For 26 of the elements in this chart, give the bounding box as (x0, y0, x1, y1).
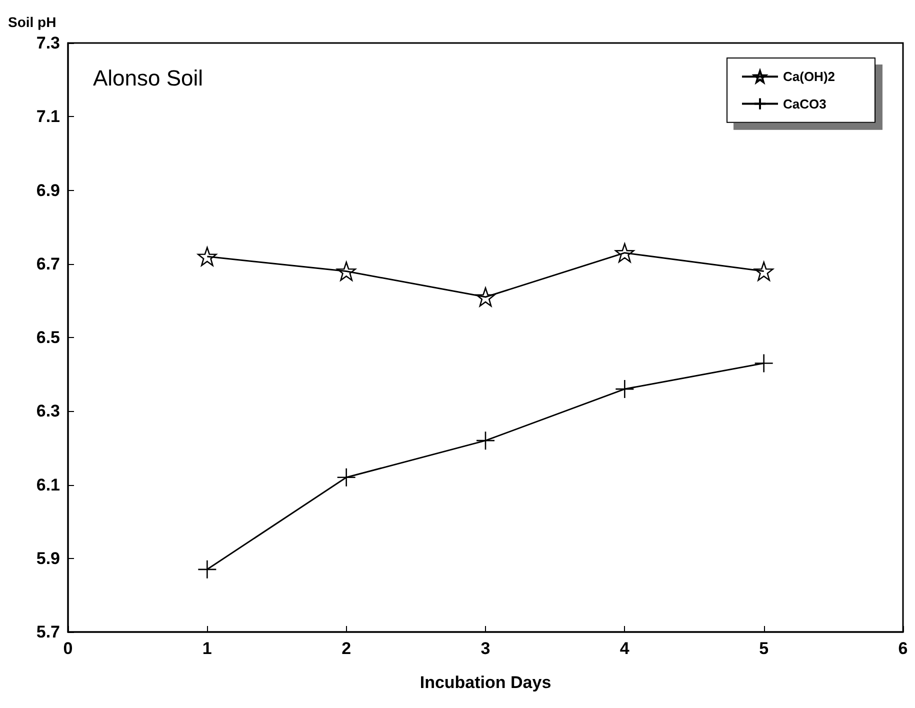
x-tick-label: 3 (480, 639, 490, 658)
y-tick-label: 6.3 (36, 402, 60, 421)
text: Alonso Soil (93, 66, 204, 90)
legend-label: Ca(OH)2 (782, 69, 836, 84)
y-axis-title: Soil pH (8, 14, 56, 30)
x-tick-label: 6 (898, 639, 908, 658)
point (336, 262, 356, 281)
point (754, 262, 774, 281)
y-tick-label: 6.5 (36, 328, 60, 347)
point (476, 287, 496, 307)
y-tick-label: 5.7 (36, 622, 60, 642)
y-tick-label: 5.9 (36, 548, 60, 568)
legend-label: CaCO3 (782, 96, 826, 112)
y-tick-label: 7.3 (36, 34, 60, 52)
x-tick-label: 4 (620, 639, 630, 658)
point (198, 246, 217, 266)
x-axis-title: Incubation Days (420, 673, 552, 692)
x-tick-label: 5 (759, 639, 769, 658)
x-tick-label: 1 (202, 639, 212, 658)
y-tick-label: 6.9 (36, 180, 60, 200)
y-tick-label: 6.1 (36, 475, 60, 494)
y-tick-label: 6.7 (36, 254, 60, 274)
point (615, 243, 634, 262)
x-tick-label: 0 (63, 639, 73, 658)
y-tick-label: 7.1 (36, 107, 60, 126)
x-tick-label: 2 (342, 639, 352, 658)
